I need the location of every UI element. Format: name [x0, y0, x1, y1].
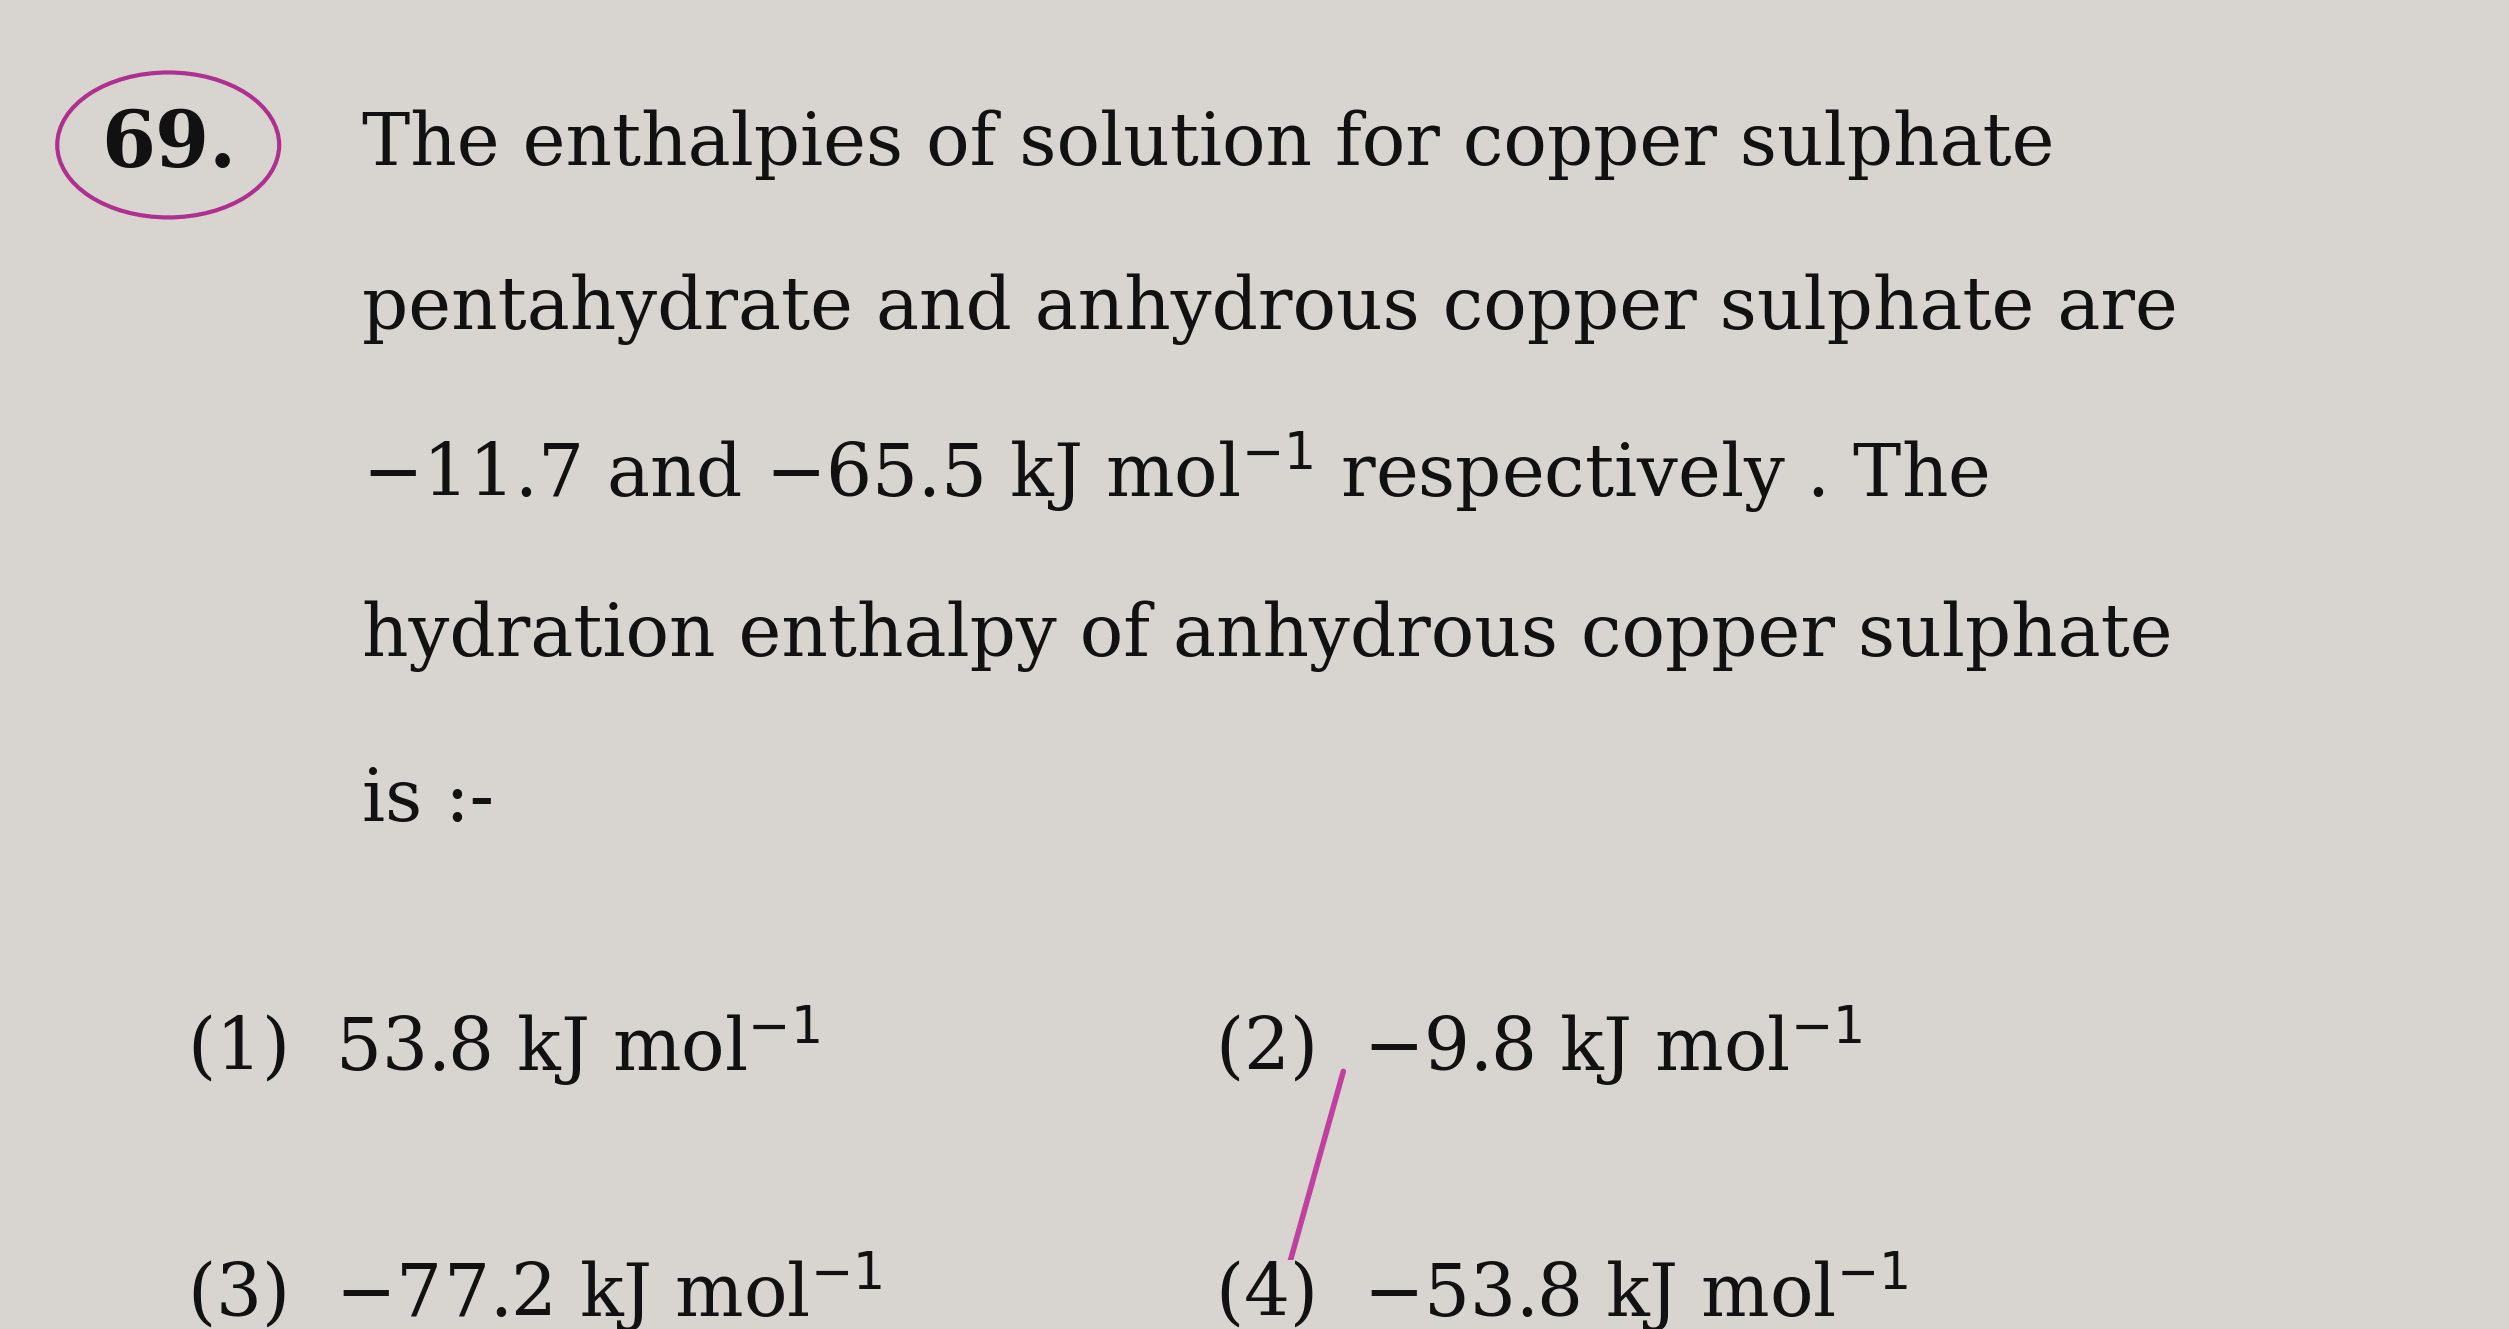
Text: 69.: 69. — [100, 106, 236, 183]
Text: The enthalpies of solution for copper sulphate: The enthalpies of solution for copper su… — [361, 110, 2055, 181]
Text: (4)  $-$53.8 kJ mol$^{-1}$: (4) $-$53.8 kJ mol$^{-1}$ — [1214, 1249, 1909, 1329]
Text: $-$11.7 and $-$65.5 kJ mol$^{-1}$ respectively . The: $-$11.7 and $-$65.5 kJ mol$^{-1}$ respec… — [361, 429, 1990, 516]
Text: is :-: is :- — [361, 766, 494, 836]
Text: (2)  $-$9.8 kJ mol$^{-1}$: (2) $-$9.8 kJ mol$^{-1}$ — [1214, 1003, 1862, 1090]
Text: pentahydrate and anhydrous copper sulphate are: pentahydrate and anhydrous copper sulpha… — [361, 272, 2178, 344]
Text: (1)  53.8 kJ mol$^{-1}$: (1) 53.8 kJ mol$^{-1}$ — [186, 1003, 820, 1090]
Text: (3)  $-$77.2 kJ mol$^{-1}$: (3) $-$77.2 kJ mol$^{-1}$ — [186, 1249, 883, 1329]
Text: hydration enthalpy of anhydrous copper sulphate: hydration enthalpy of anhydrous copper s… — [361, 601, 2173, 672]
